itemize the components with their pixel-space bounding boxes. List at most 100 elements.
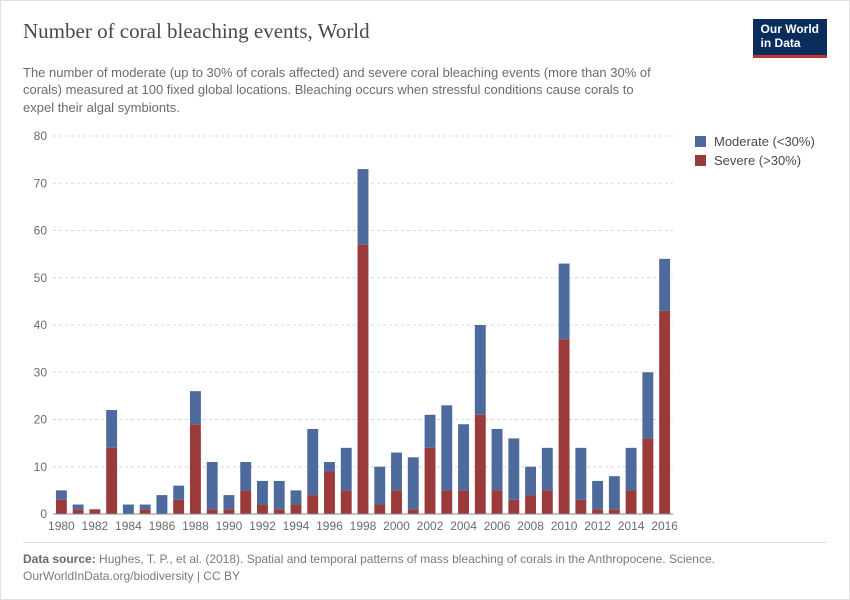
logo-line2: in Data	[761, 37, 819, 51]
logo-line1: Our World	[761, 23, 819, 37]
svg-text:2002: 2002	[417, 519, 444, 533]
footer-source-text: Hughes, T. P., et al. (2018). Spatial an…	[99, 552, 715, 566]
svg-text:30: 30	[34, 365, 48, 379]
bar-moderate	[441, 406, 452, 491]
bar-severe	[626, 491, 637, 515]
bar-moderate	[56, 491, 67, 500]
bar-moderate	[140, 505, 151, 510]
bar-moderate	[358, 169, 369, 245]
bar-severe	[89, 510, 100, 515]
svg-text:2012: 2012	[584, 519, 611, 533]
footer-source: Data source: Hughes, T. P., et al. (2018…	[23, 551, 827, 568]
bar-severe	[391, 491, 402, 515]
svg-text:40: 40	[34, 318, 48, 332]
bar-severe	[475, 415, 486, 514]
bar-severe	[173, 500, 184, 514]
chart-area: 0102030405060708019801982198419861988199…	[23, 130, 677, 534]
bar-moderate	[408, 458, 419, 510]
bar-severe	[307, 495, 318, 514]
svg-text:1996: 1996	[316, 519, 343, 533]
title-block: Number of coral bleaching events, World	[23, 19, 370, 44]
svg-text:2004: 2004	[450, 519, 477, 533]
bar-moderate	[106, 410, 117, 448]
svg-text:2010: 2010	[551, 519, 578, 533]
svg-text:2000: 2000	[383, 519, 410, 533]
bar-severe	[240, 491, 251, 515]
bar-moderate	[173, 486, 184, 500]
bar-severe	[257, 505, 268, 514]
svg-text:2006: 2006	[484, 519, 511, 533]
bar-severe	[525, 495, 536, 514]
bar-moderate	[609, 476, 620, 509]
svg-text:10: 10	[34, 460, 48, 474]
footer: Data source: Hughes, T. P., et al. (2018…	[23, 542, 827, 585]
chart-container: Number of coral bleaching events, World …	[0, 0, 850, 600]
bar-severe	[140, 510, 151, 515]
bar-severe	[441, 491, 452, 515]
bar-moderate	[542, 448, 553, 491]
svg-text:20: 20	[34, 413, 48, 427]
legend-item-moderate: Moderate (<30%)	[695, 134, 827, 149]
bar-severe	[341, 491, 352, 515]
bar-severe	[592, 510, 603, 515]
bar-moderate	[391, 453, 402, 491]
bar-severe	[458, 491, 469, 515]
bar-moderate	[307, 429, 318, 495]
bar-moderate	[475, 325, 486, 415]
svg-text:50: 50	[34, 271, 48, 285]
bar-severe	[609, 510, 620, 515]
svg-text:1994: 1994	[283, 519, 310, 533]
legend-swatch-moderate	[695, 136, 706, 147]
bar-severe	[274, 510, 285, 515]
bar-moderate	[525, 467, 536, 495]
legend-label-severe: Severe (>30%)	[714, 153, 801, 168]
bar-moderate	[425, 415, 436, 448]
bar-moderate	[592, 481, 603, 509]
bar-moderate	[123, 505, 134, 514]
svg-text:1980: 1980	[48, 519, 75, 533]
bar-moderate	[659, 259, 670, 311]
bar-moderate	[374, 467, 385, 505]
svg-text:1992: 1992	[249, 519, 276, 533]
bar-moderate	[458, 424, 469, 490]
owid-logo: Our World in Data	[753, 19, 827, 58]
bar-moderate	[274, 481, 285, 509]
chart-subtitle: The number of moderate (up to 30% of cor…	[23, 64, 663, 117]
legend-swatch-severe	[695, 155, 706, 166]
bar-severe	[207, 510, 218, 515]
legend-label-moderate: Moderate (<30%)	[714, 134, 815, 149]
bar-severe	[659, 311, 670, 514]
bar-moderate	[492, 429, 503, 490]
svg-text:1984: 1984	[115, 519, 142, 533]
bar-moderate	[73, 505, 84, 510]
svg-text:80: 80	[34, 130, 48, 143]
bar-severe	[73, 510, 84, 515]
bar-severe	[224, 510, 235, 515]
bar-moderate	[642, 372, 653, 438]
bar-moderate	[559, 264, 570, 340]
bar-severe	[492, 491, 503, 515]
svg-text:1998: 1998	[350, 519, 377, 533]
bar-moderate	[156, 495, 167, 514]
svg-text:1982: 1982	[82, 519, 109, 533]
bar-moderate	[508, 439, 519, 500]
svg-text:0: 0	[40, 507, 47, 521]
bar-severe	[508, 500, 519, 514]
bar-moderate	[257, 481, 268, 505]
bar-severe	[358, 245, 369, 514]
bar-moderate	[341, 448, 352, 491]
bar-severe	[106, 448, 117, 514]
svg-text:1986: 1986	[149, 519, 176, 533]
bar-severe	[408, 510, 419, 515]
legend-item-severe: Severe (>30%)	[695, 153, 827, 168]
bar-severe	[190, 424, 201, 514]
bar-severe	[542, 491, 553, 515]
bar-moderate	[240, 462, 251, 490]
bar-severe	[559, 339, 570, 514]
bar-severe	[291, 505, 302, 514]
legend: Moderate (<30%) Severe (>30%)	[677, 130, 827, 534]
bar-moderate	[291, 491, 302, 505]
svg-text:1988: 1988	[182, 519, 209, 533]
chart-title: Number of coral bleaching events, World	[23, 19, 370, 44]
bar-severe	[56, 500, 67, 514]
